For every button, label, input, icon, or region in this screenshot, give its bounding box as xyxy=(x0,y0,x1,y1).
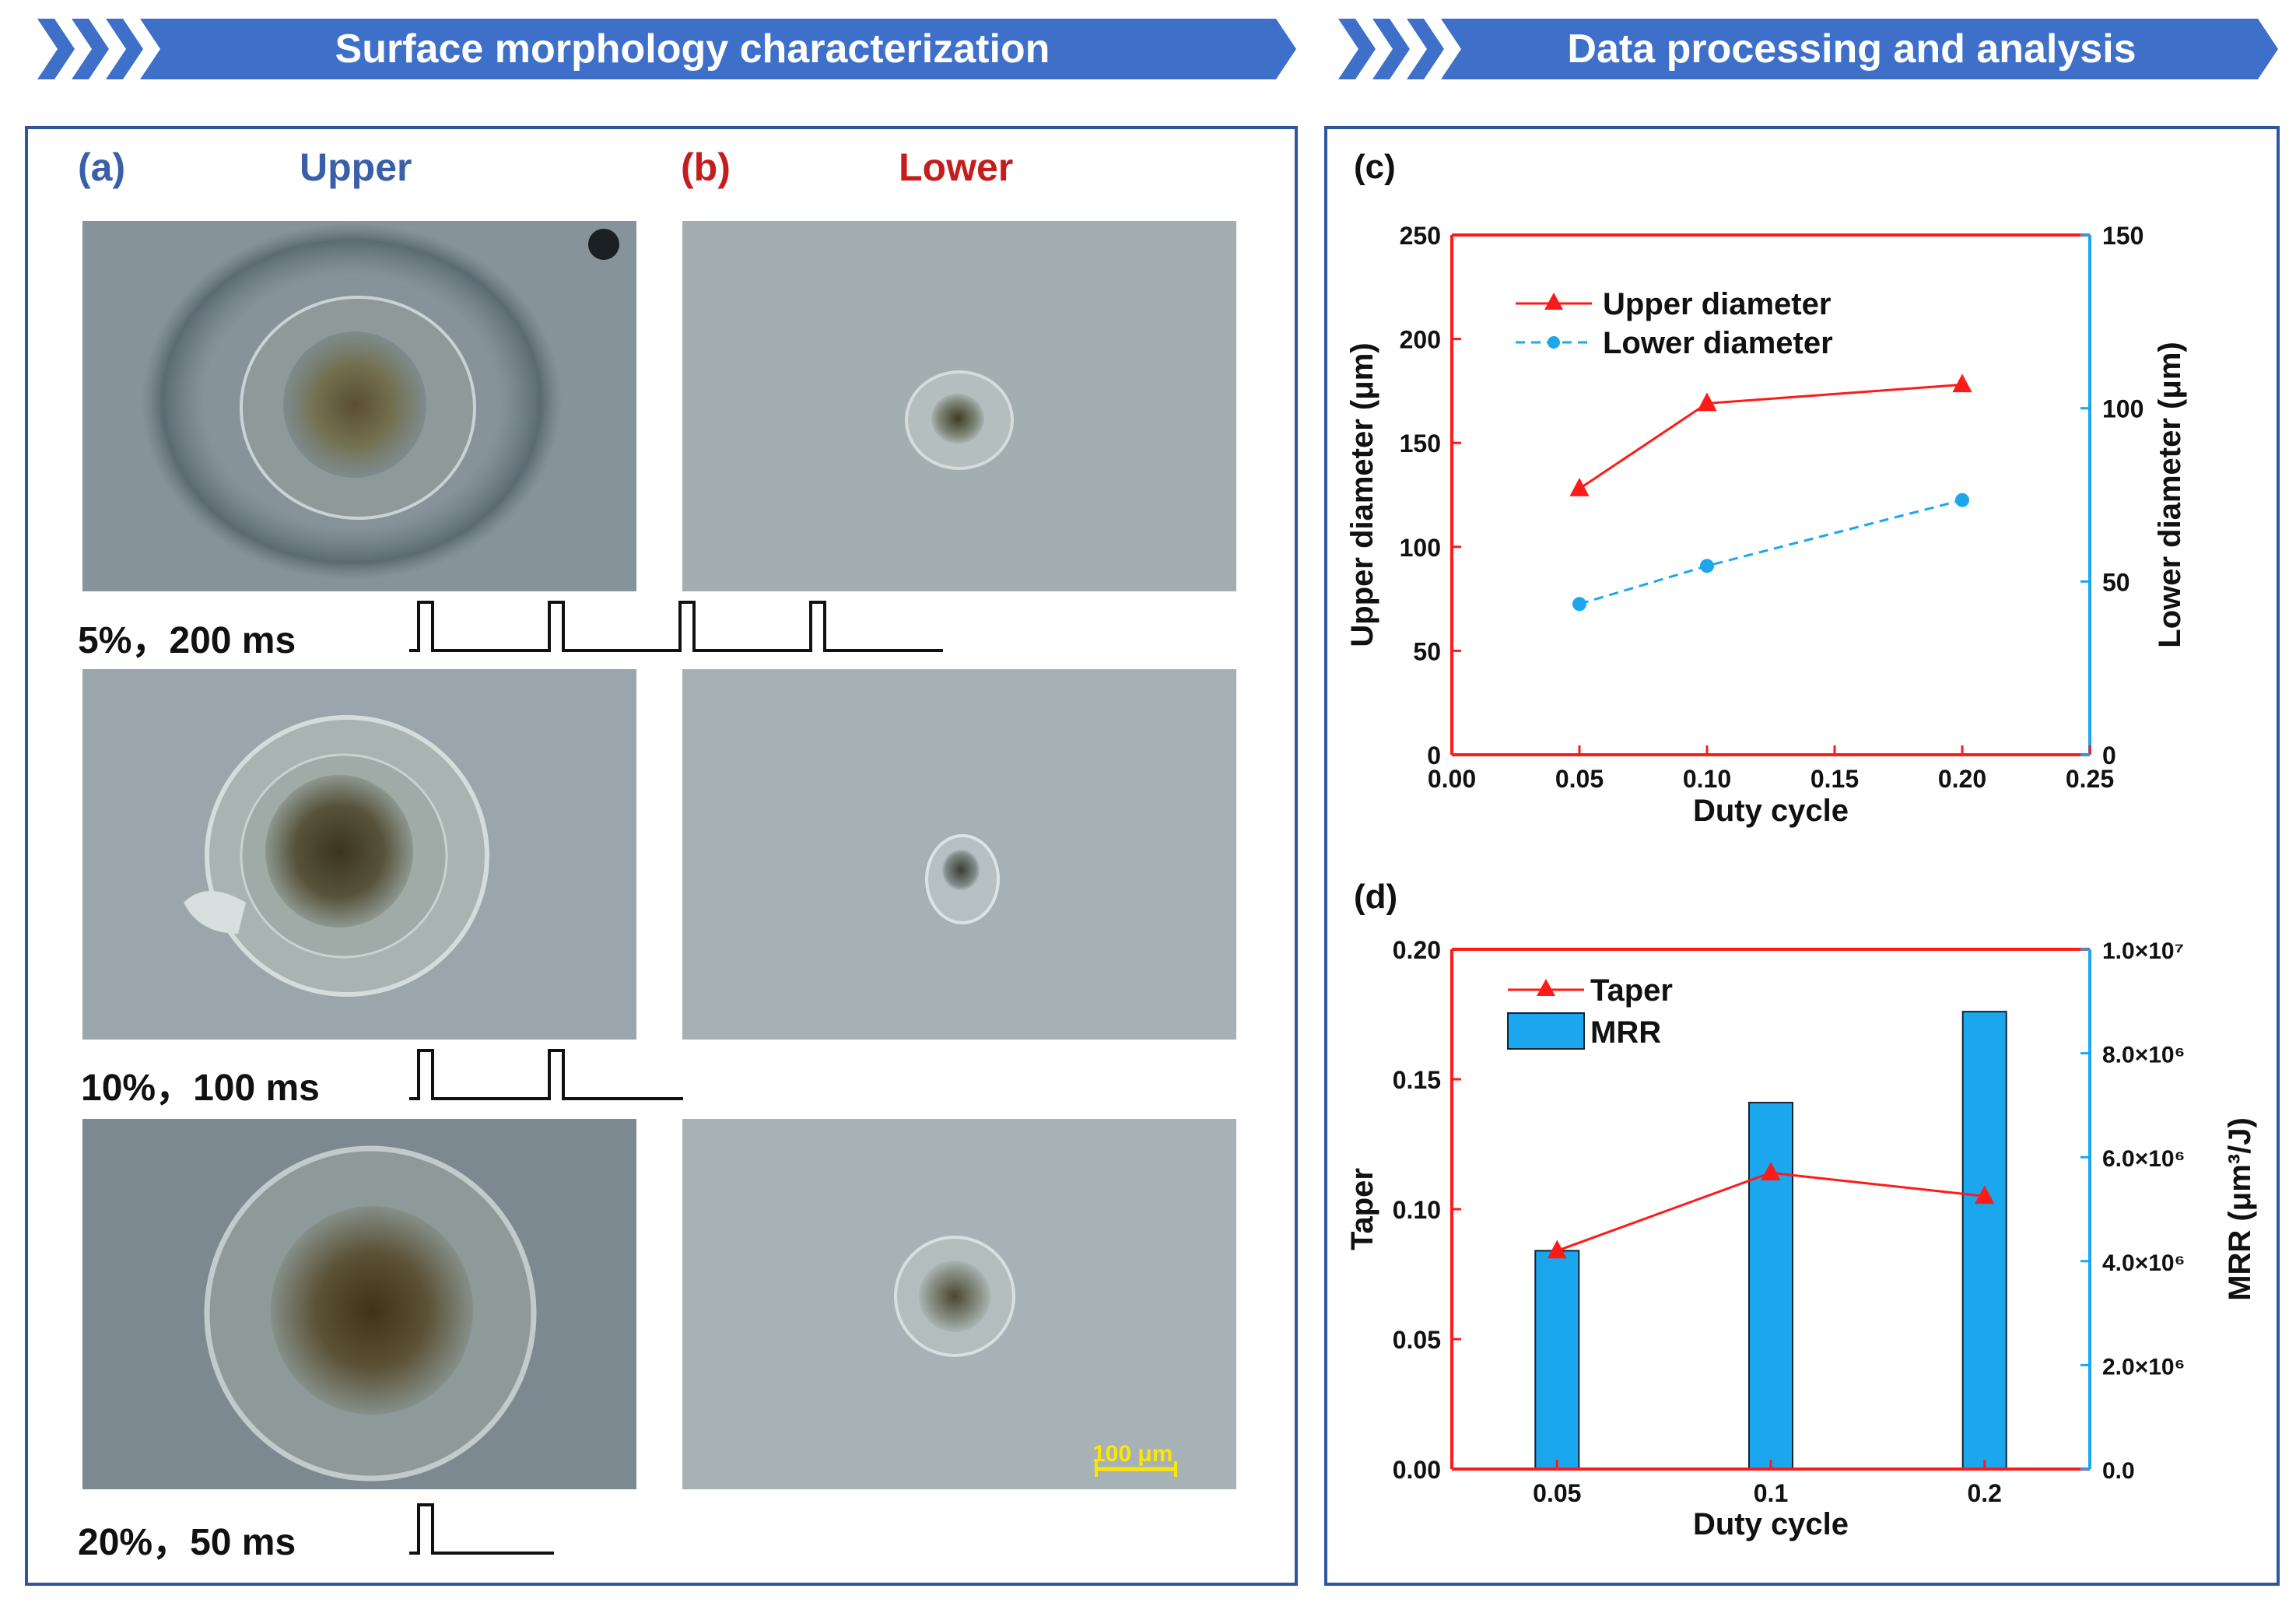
chart-d-ytick-label: 0.20 xyxy=(1393,936,1441,964)
panel-a-title: Upper xyxy=(300,146,412,189)
photo-lower-10pct xyxy=(682,669,1236,1040)
chart-d-ylabel: Taper xyxy=(1345,1168,1379,1250)
legend-upper-label: Upper diameter xyxy=(1603,287,1831,321)
photo-upper-20pct xyxy=(82,1119,636,1489)
chart-c-y2label: Lower diameter (μm) xyxy=(2153,342,2187,647)
chart-d-bar xyxy=(1534,1250,1580,1470)
chart-d-y2tick-label: 8.0×10⁶ xyxy=(2102,1043,2185,1068)
chart-d-xlabel: Duty cycle xyxy=(1693,1507,1849,1541)
chart-c: 0.00 0.05 0.10 0.15 0.20 0.250501001502002500… xyxy=(1345,222,2187,828)
chart-d-ytick-label: 0.00 xyxy=(1393,1456,1441,1484)
panel-c-letter: (c) xyxy=(1354,148,1396,186)
chart-c-ytick-label: 150 xyxy=(1400,430,1441,458)
panel-a-letter: (a) xyxy=(78,146,126,189)
chart-c-point xyxy=(1952,373,1972,393)
analysis-panel xyxy=(1324,126,2280,1586)
photo-lower-20pct xyxy=(682,1119,1236,1489)
chart-d-y2label: MRR (μm³/J) xyxy=(2223,1117,2257,1301)
chart-c-point xyxy=(1572,597,1586,612)
photo-lower-5pct xyxy=(682,221,1236,591)
chart-d-xtick-label: 0.2 xyxy=(1967,1479,2001,1507)
banner-left xyxy=(37,19,1296,79)
legend-lower-marker xyxy=(1548,336,1560,349)
banner-right xyxy=(1338,19,2278,79)
legend-taper-label: Taper xyxy=(1590,973,1673,1008)
chart-d: 0.05 0.1 0.2 0.00 0.05 0.10 0.15 0.20 0.0 2.0×10⁶… xyxy=(1345,936,2257,1541)
chart-d-ytick-label: 0.15 xyxy=(1393,1066,1441,1094)
chart-d-y2tick-label: 4.0×10⁶ xyxy=(2102,1250,2185,1276)
condition-label-5pct: 5%，200 ms xyxy=(78,620,296,661)
chart-c-xlabel: Duty cycle xyxy=(1693,794,1849,828)
banner-left-title: Surface morphology characterization xyxy=(335,26,1050,72)
chart-c-xtick-label: 0.10 xyxy=(1683,765,1731,793)
chart-c-point xyxy=(1700,559,1714,573)
chart-d-bar xyxy=(1748,1102,1793,1470)
chart-d-y2tick-label: 2.0×10⁶ xyxy=(2102,1354,2185,1380)
chart-c-ytick-label: 50 xyxy=(1413,637,1441,665)
chart-d-bar xyxy=(1961,1011,2007,1471)
chart-d-point xyxy=(1975,1185,1995,1204)
chart-d-xtick-label: 0.05 xyxy=(1533,1479,1581,1507)
chart-c-ytick-label: 100 xyxy=(1400,534,1441,562)
chart-c-xtick-label: 0.00 xyxy=(1428,765,1476,793)
scale-bar-label: 100 μm xyxy=(1092,1441,1173,1467)
chart-c-y2tick-label: 50 xyxy=(2102,568,2130,596)
chart-c-point xyxy=(1569,477,1590,496)
chart-c-y2tick-label: 100 xyxy=(2102,395,2144,423)
chart-c-point xyxy=(1955,493,1969,507)
chart-d-point xyxy=(1547,1240,1567,1259)
chart-d-point xyxy=(1761,1162,1781,1181)
legend-lower-label: Lower diameter xyxy=(1603,326,1833,360)
chart-c-xtick-label: 0.25 xyxy=(2066,765,2114,793)
chart-d-ytick-label: 0.05 xyxy=(1393,1326,1441,1354)
legend-upper-marker xyxy=(1544,293,1563,310)
legend-mrr-swatch xyxy=(1507,1012,1585,1050)
photo-upper-10pct xyxy=(82,669,636,1040)
chart-d-y2tick-label: 0.0 xyxy=(2102,1458,2135,1484)
chart-d-xtick-label: 0.1 xyxy=(1754,1479,1788,1507)
chart-c-ylabel: Upper diameter (μm) xyxy=(1345,342,1379,647)
panel-b-letter: (b) xyxy=(681,146,731,189)
chart-c-y2tick-label: 150 xyxy=(2102,222,2144,250)
chart-c-ytick-label: 0 xyxy=(1427,742,1441,770)
pulse-waveform-10pct xyxy=(409,1049,683,1100)
chart-d-y2tick-label: 6.0×10⁶ xyxy=(2102,1146,2185,1172)
panel-b-title: Lower xyxy=(899,146,1014,189)
chart-c-y2tick-label: 0 xyxy=(2102,742,2116,770)
chart-c-xtick-label: 0.15 xyxy=(1811,765,1859,793)
chart-c-xtick-label: 0.20 xyxy=(1938,765,1986,793)
banner-right-title: Data processing and analysis xyxy=(1567,26,2137,72)
legend-taper-marker xyxy=(1537,979,1555,996)
chart-c-ytick-label: 250 xyxy=(1400,222,1441,250)
pulse-waveform-20pct xyxy=(409,1503,554,1555)
chart-c-series-line-0 xyxy=(1579,383,1963,490)
chart-c-ytick-label: 200 xyxy=(1400,326,1441,354)
chart-d-y2tick-label: 1.0×10⁷ xyxy=(2102,938,2184,964)
photo-upper-5pct xyxy=(82,221,636,591)
pulse-waveform-5pct xyxy=(409,601,943,652)
condition-label-10pct: 10%，100 ms xyxy=(81,1068,320,1109)
condition-label-20pct: 20%，50 ms xyxy=(78,1522,296,1563)
chart-c-series-line-1 xyxy=(1579,499,1963,605)
chart-c-point xyxy=(1697,392,1717,412)
chart-c-xtick-label: 0.05 xyxy=(1555,765,1604,793)
legend-mrr-label: MRR xyxy=(1590,1015,1661,1050)
panel-d-letter: (d) xyxy=(1354,878,1398,916)
chart-d-ytick-label: 0.10 xyxy=(1393,1196,1441,1224)
